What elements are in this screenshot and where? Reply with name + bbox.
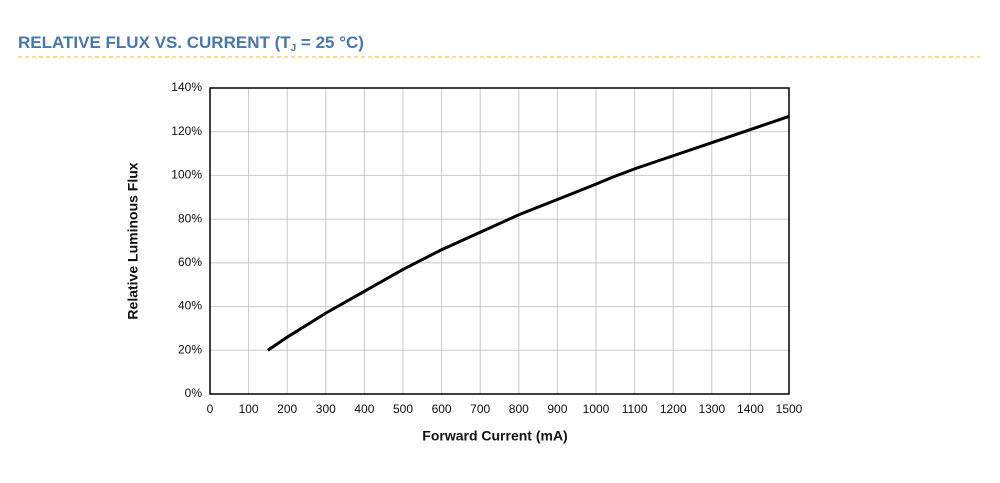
- x-tick-label: 800: [509, 402, 529, 416]
- x-tick-label: 1500: [776, 402, 803, 416]
- data-line: [267, 114, 790, 352]
- x-tick-label: 500: [393, 402, 413, 416]
- x-tick-label: 900: [547, 402, 567, 416]
- y-tick-label: 100%: [171, 168, 202, 182]
- y-tick-label: 0%: [185, 386, 203, 400]
- title-main: RELATIVE FLUX VS. CURRENT (T: [18, 33, 291, 52]
- x-tick-label: 1300: [698, 402, 725, 416]
- x-tick-label: 1400: [737, 402, 764, 416]
- y-axis-label: Relative Luminous Flux: [125, 162, 141, 319]
- x-tick-label: 0: [207, 402, 214, 416]
- y-tick-label: 20%: [178, 342, 202, 356]
- x-tick-label: 200: [277, 402, 297, 416]
- plot-frame: [209, 87, 790, 395]
- x-tick-label: 600: [432, 402, 452, 416]
- y-tick-label: 80%: [178, 211, 202, 225]
- title-subscript: J: [291, 43, 297, 54]
- x-tick-label: 1200: [660, 402, 687, 416]
- y-tick-label: 140%: [171, 80, 202, 94]
- y-tick-label: 40%: [178, 299, 202, 313]
- x-tick-label: 400: [354, 402, 374, 416]
- x-tick-label: 300: [316, 402, 336, 416]
- x-axis-label: Forward Current (mA): [422, 428, 567, 444]
- x-tick-label: 1000: [583, 402, 610, 416]
- x-tick-label: 100: [239, 402, 259, 416]
- x-tick-label: 1100: [622, 402, 648, 416]
- y-tick-label: 120%: [171, 124, 202, 138]
- x-tick-label: 700: [470, 402, 490, 416]
- title-suffix: = 25 °C): [296, 33, 364, 52]
- y-tick-label: 60%: [178, 255, 202, 269]
- chart-title: RELATIVE FLUX VS. CURRENT (TJ = 25 °C): [18, 33, 364, 53]
